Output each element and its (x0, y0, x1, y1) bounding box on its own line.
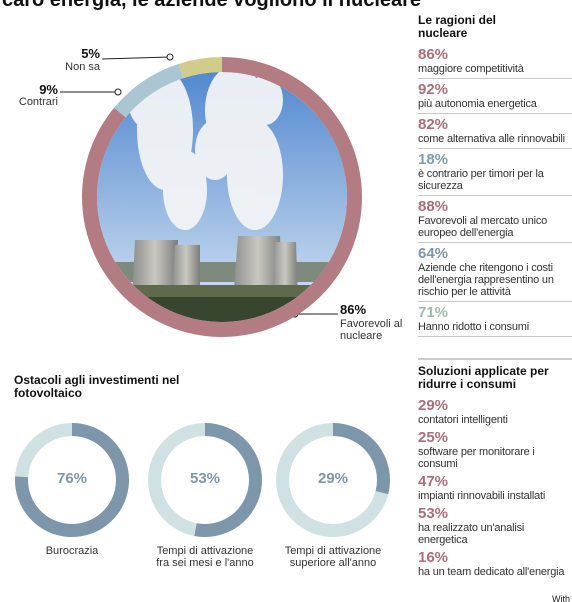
description: Hanno ridotto i consumi (418, 321, 572, 333)
description: Aziende che ritengono i costi dell'energ… (418, 262, 572, 298)
percent: 86% (418, 46, 572, 63)
description: è contrario per timori per la sicurezza (418, 168, 572, 192)
list-item: 47%impianti rinnovabili installati (418, 473, 572, 502)
page-title: caro energia, le aziende vogliono il nuc… (2, 0, 421, 12)
list-item: 86%maggiore competitività (418, 46, 572, 79)
category-label: Favorevoli al nucleare (340, 318, 420, 342)
value-label: 86% (340, 302, 366, 317)
reasons-list: Le ragioni del nucleare 86%maggiore comp… (418, 14, 572, 339)
category-label: Tempi di attivazione fra sei mesi e l'an… (150, 545, 260, 569)
percent: 29% (418, 397, 572, 414)
list-item: 53%ha realizzato un'analisi energetica (418, 505, 572, 546)
percent: 92% (418, 81, 572, 98)
solutions-list: Soluzioni applicate per ridurre i consum… (418, 365, 572, 581)
value-label: 9% (18, 82, 58, 97)
percent: 25% (418, 429, 572, 446)
infographic: caro energia, le aziende vogliono il nuc… (0, 0, 572, 602)
category-label: Tempi di attivazione superiore all'anno (278, 545, 388, 569)
description: software per monitorare i consumi (418, 446, 572, 470)
description: più autonomia energetica (418, 98, 572, 110)
category-label: Contrari (0, 96, 58, 108)
percent: 88% (418, 198, 572, 215)
percent: 64% (418, 245, 572, 262)
section-title: Ostacoli agli investimenti nel fotovolta… (14, 374, 214, 400)
list-item: 71%Hanno ridotto i consumi (418, 304, 572, 337)
list-item: 25%software per monitorare i consumi (418, 429, 572, 470)
value-label: 5% (60, 46, 100, 61)
value-label: 29% (303, 470, 363, 487)
description: maggiore competitività (418, 63, 572, 75)
description: Favorevoli al mercato unico europeo dell… (418, 215, 572, 239)
percent: 16% (418, 549, 572, 566)
category-label: Burocrazia (17, 545, 127, 557)
percent: 53% (418, 505, 572, 522)
list-item: 82%come alternativa alle rinnovabili (418, 116, 572, 149)
list-item: 92%più autonomia energetica (418, 81, 572, 114)
list-item: 88%Favorevoli al mercato unico europeo d… (418, 198, 572, 243)
list-item: 29%contatori intelligenti (418, 397, 572, 426)
section-title: Le ragioni del nucleare (418, 14, 518, 40)
description: ha un team dedicato all'energia (418, 566, 572, 578)
value-label: 76% (42, 470, 102, 487)
percent: 18% (418, 151, 572, 168)
category-label: Non sa (40, 61, 100, 73)
percent: 47% (418, 473, 572, 490)
description: ha realizzato un'analisi energetica (418, 522, 572, 546)
list-item: 16%ha un team dedicato all'energia (418, 549, 572, 578)
description: contatori intelligenti (418, 414, 572, 426)
percent: 71% (418, 304, 572, 321)
source: With (552, 594, 570, 602)
section-title: Soluzioni applicate per ridurre i consum… (418, 365, 568, 391)
description: impianti rinnovabili installati (418, 490, 572, 502)
list-item: 64%Aziende che ritengono i costi dell'en… (418, 245, 572, 302)
value-label: 53% (175, 470, 235, 487)
list-item: 18%è contrario per timori per la sicurez… (418, 151, 572, 196)
description: come alternativa alle rinnovabili (418, 133, 572, 145)
percent: 82% (418, 116, 572, 133)
